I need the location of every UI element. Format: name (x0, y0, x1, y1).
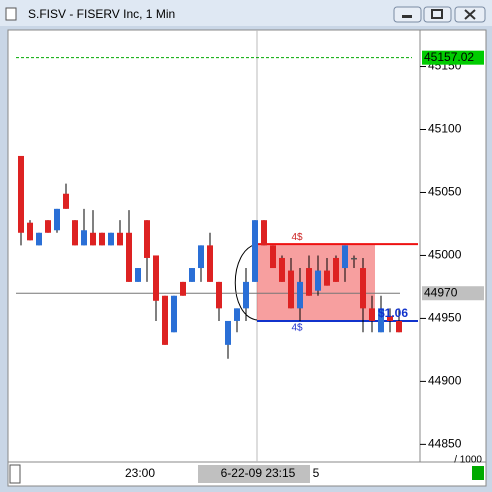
candle-body (117, 232, 123, 246)
status-box (472, 466, 484, 480)
candle-body (360, 268, 366, 309)
candle-body (198, 245, 204, 269)
candle-body (288, 270, 294, 309)
scroll-thumb[interactable] (9, 464, 21, 484)
candle-body (207, 245, 213, 282)
candle-body (369, 308, 375, 321)
minimize-icon (402, 15, 412, 18)
y-tick-label: 44900 (428, 374, 462, 388)
candle-body (378, 308, 384, 333)
y-tick-label: 44950 (428, 311, 462, 325)
maximize-icon (431, 9, 443, 19)
candle-body (153, 255, 159, 301)
x-tick-label: 5 (313, 466, 320, 480)
candle-body (315, 270, 321, 291)
candle-body (63, 193, 69, 209)
range-top-label: 4$ (291, 232, 303, 243)
candle-body (54, 208, 60, 231)
bracket (234, 243, 258, 321)
price-axis (419, 29, 487, 463)
candle-body (171, 295, 177, 333)
candle-body (126, 232, 132, 282)
candle-body (270, 245, 276, 269)
candle-body (162, 295, 168, 345)
cursor-time-box (198, 465, 310, 483)
x-tick-label: 6-22-09 23:15 (221, 466, 296, 480)
candle-body (306, 268, 312, 296)
candle-body (243, 281, 249, 309)
candle-body (351, 257, 357, 260)
candle-body (324, 270, 330, 286)
range-annotation: $1.06 (378, 306, 408, 320)
level-label: 44970 (424, 285, 458, 299)
level-label: 45157.02 (424, 50, 474, 64)
window-title: S.FISV - FISERV Inc, 1 Min (28, 7, 175, 21)
candle-body (333, 257, 339, 282)
level-label-box (422, 50, 484, 65)
candle-body (216, 281, 222, 309)
close-icon (464, 9, 476, 20)
maximize-button[interactable] (423, 6, 452, 23)
candle-body (45, 220, 51, 233)
candle-body (261, 220, 267, 246)
candle-body (81, 230, 87, 246)
candle-body (99, 232, 105, 246)
minimize-button[interactable] (393, 6, 422, 23)
candle-body (252, 220, 258, 282)
candle-body (234, 308, 240, 321)
candle-body (18, 155, 24, 233)
x-tick-label: 23:00 (125, 466, 155, 480)
candle-body (387, 315, 393, 321)
candle-body (135, 268, 141, 282)
candle-body (297, 281, 303, 309)
candle-body (144, 220, 150, 258)
candle-body (180, 281, 186, 296)
candle-body (342, 245, 348, 269)
candle-body (108, 232, 114, 246)
y-tick-label: 45000 (428, 248, 462, 262)
range-bottom-label: 4$ (291, 323, 303, 334)
candle-body (189, 268, 195, 282)
candle-body (225, 320, 231, 345)
candle-body (36, 232, 42, 246)
y-tick-label: 44850 (428, 437, 462, 451)
y-tick-label: 45100 (428, 122, 462, 136)
candle-body (90, 232, 96, 246)
footer: / 1000 (454, 455, 482, 466)
candle-body (279, 257, 285, 282)
level-label-box (422, 286, 484, 301)
window-icon (5, 7, 17, 21)
y-tick-label: 45050 (428, 185, 462, 199)
candle-body (27, 222, 33, 241)
candle-body (396, 320, 402, 333)
candle-body (72, 220, 78, 246)
